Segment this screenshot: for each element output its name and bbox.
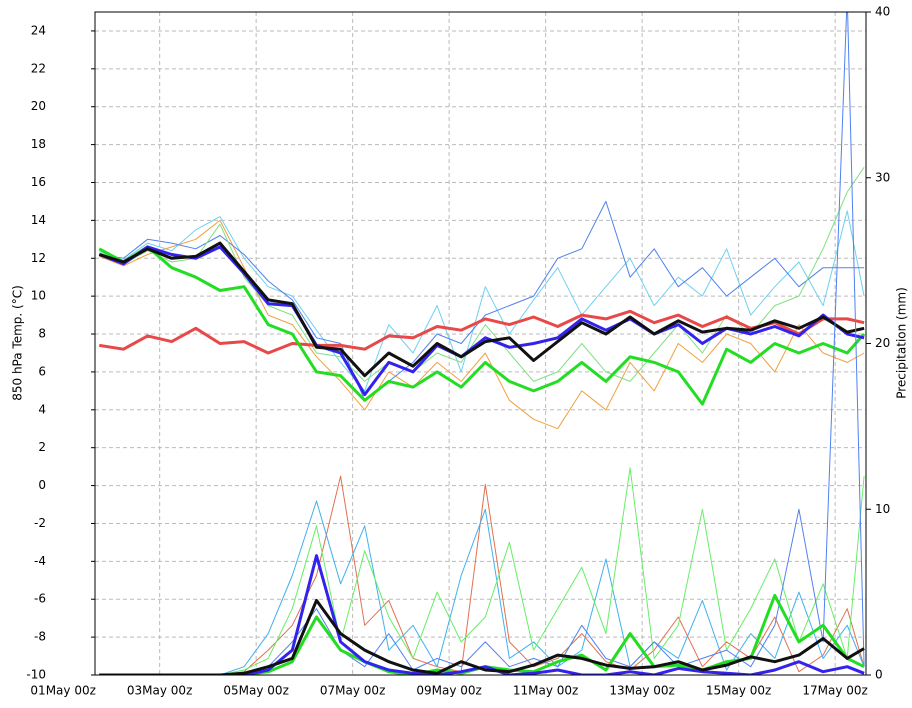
y-tick-label: -2 bbox=[34, 516, 46, 530]
series-line bbox=[99, 12, 865, 675]
x-tick-label: 01May 00z bbox=[30, 684, 95, 698]
y-tick-label: -8 bbox=[34, 630, 46, 644]
y2-tick-label: 0 bbox=[875, 668, 883, 682]
y-tick-label: 0 bbox=[38, 478, 46, 492]
series-line bbox=[99, 167, 865, 382]
y-tick-label: 24 bbox=[31, 23, 46, 37]
y-tick-label: -10 bbox=[26, 668, 46, 682]
series-line bbox=[98, 245, 865, 397]
y2-tick-label: 30 bbox=[875, 170, 890, 184]
x-tick-label: 07May 00z bbox=[320, 684, 385, 698]
x-tick-label: 11May 00z bbox=[513, 684, 578, 698]
series-line bbox=[99, 598, 865, 675]
y-tick-label: 6 bbox=[38, 364, 46, 378]
y-tick-label: 22 bbox=[31, 61, 46, 75]
y-tick-label: 20 bbox=[31, 99, 46, 113]
y-tick-label: 14 bbox=[31, 213, 46, 227]
y-tick-label: 8 bbox=[38, 327, 46, 341]
y-axis-label: 850 hPa Temp. (°C) bbox=[11, 285, 25, 401]
series-line bbox=[98, 241, 865, 378]
y2-axis-label: Precipitation (mm) bbox=[895, 287, 909, 399]
series-line bbox=[99, 219, 865, 430]
y-tick-label: 4 bbox=[38, 402, 46, 416]
y-tick-label: 2 bbox=[38, 440, 46, 454]
series-line bbox=[99, 500, 865, 675]
x-tick-label: 05May 00z bbox=[223, 684, 288, 698]
y-tick-label: 10 bbox=[31, 289, 46, 303]
series-line bbox=[99, 210, 865, 392]
x-tick-label: 17May 00z bbox=[802, 684, 867, 698]
x-tick-label: 15May 00z bbox=[706, 684, 771, 698]
y-tick-label: 18 bbox=[31, 137, 46, 151]
x-tick-label: 13May 00z bbox=[609, 684, 674, 698]
series-line bbox=[99, 554, 865, 675]
plot-area bbox=[98, 12, 866, 675]
y-tick-label: 12 bbox=[31, 251, 46, 265]
grid bbox=[95, 12, 866, 676]
x-tick-label: 03May 00z bbox=[127, 684, 192, 698]
y-tick-label: 16 bbox=[31, 175, 46, 189]
y2-tick-label: 40 bbox=[875, 5, 890, 19]
y2-tick-label: 10 bbox=[875, 502, 890, 516]
series-line bbox=[98, 245, 866, 406]
y2-tick-label: 20 bbox=[875, 336, 890, 350]
y-tick-label: -4 bbox=[34, 554, 46, 568]
x-tick-label: 09May 00z bbox=[416, 684, 481, 698]
series-line bbox=[99, 309, 865, 355]
y-tick-label: -6 bbox=[34, 592, 46, 606]
series-line bbox=[99, 467, 865, 675]
